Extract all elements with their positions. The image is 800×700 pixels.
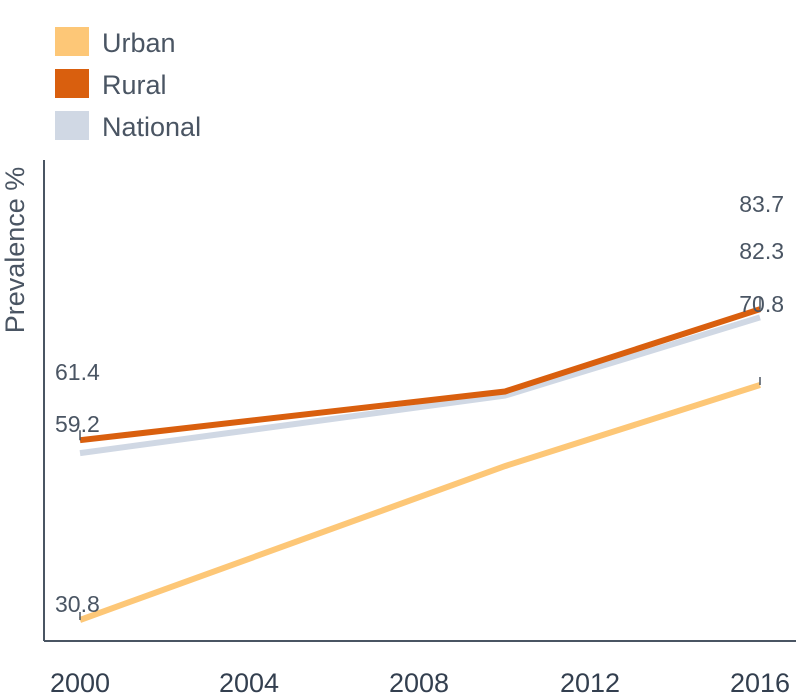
legend-swatch-urban: [55, 27, 89, 56]
data-label-urban-2016: 70.8: [739, 291, 784, 317]
data-label-national-2000: 59.2: [55, 411, 100, 437]
x-tick-2000: 2000: [50, 668, 110, 698]
data-labels: 30.8 70.8 61.4 83.7 59.2 82.3: [55, 191, 784, 620]
series-line-urban: [78, 382, 761, 623]
legend-label-urban: Urban: [102, 28, 176, 58]
series-line-rural: [79, 306, 761, 444]
data-label-rural-2016: 83.7: [739, 191, 784, 217]
x-tick-2012: 2012: [560, 668, 620, 698]
x-tick-2004: 2004: [219, 668, 279, 698]
data-label-rural-2000: 61.4: [55, 359, 100, 385]
data-label-national-2016: 82.3: [739, 238, 784, 264]
y-axis-label: Prevalence %: [0, 167, 30, 334]
legend: Urban Rural National: [55, 27, 201, 142]
legend-swatch-national: [55, 111, 89, 140]
x-tick-2008: 2008: [389, 668, 449, 698]
x-tick-2016: 2016: [730, 668, 790, 698]
data-label-urban-2000: 30.8: [55, 591, 100, 617]
series-line-national: [79, 314, 761, 457]
x-axis-ticks: 2000 2004 2008 2012 2016: [50, 668, 790, 698]
legend-label-national: National: [102, 112, 201, 142]
legend-label-rural: Rural: [102, 70, 167, 100]
series-lines: [78, 306, 761, 623]
legend-swatch-rural: [55, 69, 89, 98]
